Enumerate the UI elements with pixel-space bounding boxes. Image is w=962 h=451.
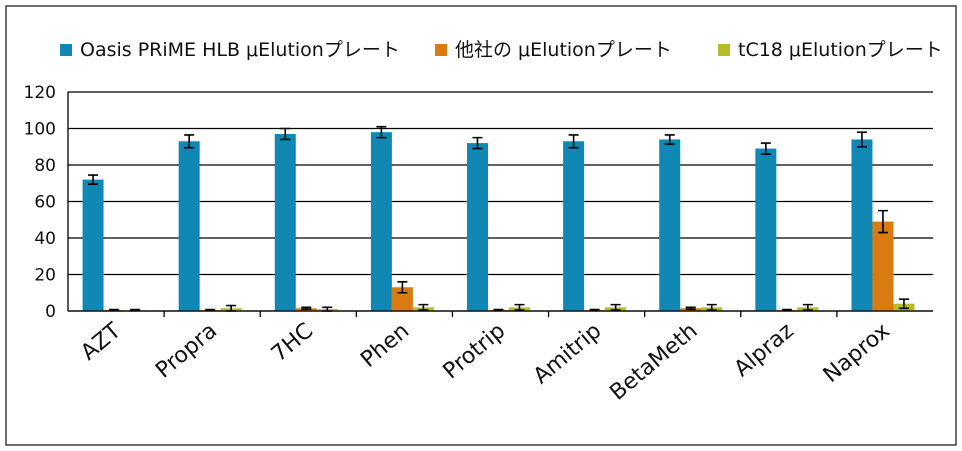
bar [274, 133, 296, 311]
bar [659, 139, 681, 311]
error-bar [280, 127, 291, 141]
legend: Oasis PRiME HLB μElutionプレート 他社の μElution… [60, 39, 943, 61]
legend-label: 他社の μElutionプレート [455, 39, 672, 61]
error-bar [706, 303, 717, 311]
y-tick-label: 120 [24, 83, 56, 103]
y-axis: 0 20 40 60 80 100 120 [24, 83, 69, 322]
bar [467, 143, 488, 311]
error-bar [514, 303, 525, 311]
error-bar [184, 134, 195, 149]
bar [391, 287, 413, 311]
error-bar [898, 298, 909, 310]
bar [563, 141, 585, 311]
legend-swatch [60, 44, 72, 56]
error-bar [568, 134, 579, 149]
bars [82, 125, 915, 312]
error-bar [685, 306, 696, 310]
error-bar [802, 303, 813, 311]
y-tick-label: 20 [34, 266, 56, 286]
error-bar [760, 142, 771, 155]
error-bar [397, 281, 408, 294]
bar [755, 148, 777, 311]
bar [82, 179, 104, 311]
error-bar [856, 131, 867, 148]
bar [370, 132, 392, 311]
error-bar [610, 303, 621, 311]
error-bar [664, 134, 675, 145]
y-tick-label: 80 [34, 156, 56, 176]
y-tick-label: 40 [34, 229, 56, 249]
error-bar [472, 136, 483, 150]
error-bar [877, 209, 888, 234]
bar [851, 139, 873, 311]
legend-label: tC18 μElutionプレート [738, 39, 943, 61]
legend-swatch [435, 44, 447, 56]
error-bar [376, 125, 387, 139]
bar [872, 221, 894, 311]
y-tick-label: 60 [34, 193, 56, 213]
bar [178, 141, 200, 311]
y-tick-label: 100 [24, 120, 56, 140]
legend-label: Oasis PRiME HLB μElutionプレート [80, 39, 400, 61]
error-bar [301, 306, 312, 310]
error-bar [88, 174, 99, 185]
y-tick-label: 0 [45, 302, 56, 322]
error-bar [418, 303, 429, 311]
legend-swatch [718, 44, 730, 56]
